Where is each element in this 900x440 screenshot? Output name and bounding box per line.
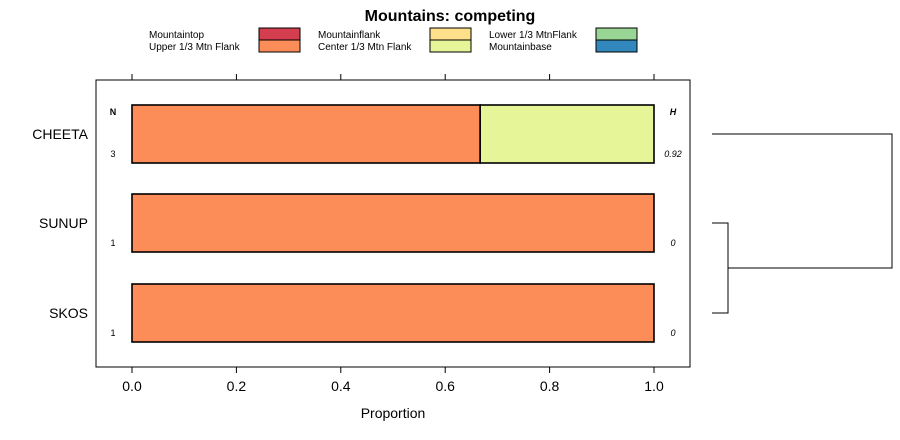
- legend-swatch-mountaintop: [258, 27, 301, 41]
- x-axis: 0.0 0.2 0.4 0.6 0.8 1.0: [122, 74, 664, 394]
- legend-label-lower-1-3-mtnflank: Lower 1/3 MtnFlank: [489, 30, 578, 41]
- bar-skos-upper-1-3-mtn-flank: [131, 283, 655, 343]
- x-tick-label: 1.0: [644, 378, 664, 394]
- legend-swatch-mountainbase: [595, 39, 638, 53]
- x-axis-label: Proportion: [361, 405, 426, 421]
- legend-swatch-center-1-3-mtn-flank: [429, 39, 472, 53]
- dendrogram-branch-sunup-skos: [712, 222, 729, 314]
- legend-label-mountainflank: Mountainflank: [318, 30, 381, 41]
- n-value: 1: [110, 238, 115, 248]
- dendrogram-branch-root: [712, 133, 893, 269]
- y-tick-label: SUNUP: [39, 215, 88, 231]
- bar-cheeta-upper-1-3-mtn-flank: [131, 104, 481, 164]
- h-value: 0: [670, 238, 675, 248]
- dendrogram: [712, 133, 893, 314]
- x-tick-label: 0.8: [540, 378, 560, 394]
- n-value: 3: [110, 149, 115, 159]
- h-value: 0: [670, 328, 675, 338]
- n-value: 1: [110, 328, 115, 338]
- chart-title: Mountains: competing: [365, 8, 536, 25]
- legend-label-upper-1-3-mtn-flank: Upper 1/3 Mtn Flank: [149, 42, 241, 53]
- n-column-header: N: [110, 107, 117, 117]
- x-tick-label: 0.0: [122, 378, 142, 394]
- legend-label-center-1-3-mtn-flank: Center 1/3 Mtn Flank: [318, 42, 412, 53]
- legend-label-mountaintop: Mountaintop: [149, 30, 204, 41]
- y-tick-label: CHEETA: [32, 126, 88, 142]
- bars: CHEETA SUNUP SKOS: [32, 104, 655, 343]
- legend-swatch-lower-1-3-mtnflank: [595, 27, 638, 41]
- y-tick-label: SKOS: [49, 305, 88, 321]
- legend-label-mountainbase: Mountainbase: [489, 42, 552, 53]
- bar-cheeta-center-1-3-mtn-flank: [479, 104, 655, 164]
- x-tick-label: 0.6: [435, 378, 455, 394]
- h-column-header: H: [670, 107, 677, 117]
- h-value: 0.92: [664, 149, 682, 159]
- legend-swatch-mountainflank: [429, 27, 472, 41]
- plot-frame: [95, 79, 691, 368]
- x-tick-label: 0.2: [227, 378, 247, 394]
- x-tick-label: 0.4: [331, 378, 351, 394]
- legend-swatch-upper-1-3-mtn-flank: [258, 39, 301, 53]
- row-annotations: N H 3 0.92 1 0 1 0: [110, 107, 682, 338]
- bar-sunup-upper-1-3-mtn-flank: [131, 193, 655, 253]
